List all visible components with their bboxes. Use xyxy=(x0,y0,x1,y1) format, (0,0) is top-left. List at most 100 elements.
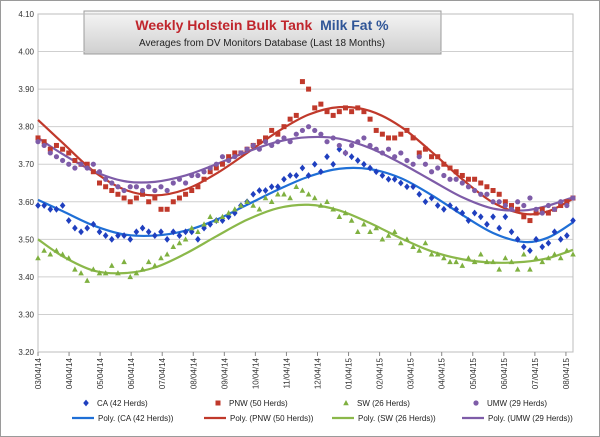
data-point xyxy=(557,255,564,261)
x-tick-label: 04/04/14 xyxy=(65,357,74,389)
data-point xyxy=(484,220,490,228)
data-point xyxy=(570,195,576,201)
data-point xyxy=(90,169,96,175)
data-point xyxy=(201,169,207,175)
chart-title-part2: Milk Fat % xyxy=(320,17,389,33)
data-point xyxy=(103,184,109,190)
title-box: Weekly Holstein Bulk Tank Milk Fat % Ave… xyxy=(83,10,442,55)
data-point xyxy=(164,187,170,194)
data-point xyxy=(182,228,189,236)
data-point xyxy=(410,243,416,250)
data-point xyxy=(293,172,300,179)
data-point xyxy=(361,221,367,227)
data-point xyxy=(41,202,47,209)
data-point xyxy=(441,255,447,261)
legend-label: CA (42 Herds) xyxy=(97,399,148,408)
data-point xyxy=(41,247,47,253)
data-point xyxy=(275,139,281,145)
data-point xyxy=(465,217,472,224)
data-point xyxy=(312,127,318,134)
data-point xyxy=(336,213,343,219)
data-point xyxy=(398,179,404,187)
data-point xyxy=(342,150,349,156)
data-point xyxy=(96,180,102,186)
data-point xyxy=(330,160,336,168)
data-point xyxy=(514,235,521,243)
data-point xyxy=(545,255,552,261)
data-point xyxy=(213,165,219,171)
data-point xyxy=(336,109,342,115)
data-point xyxy=(152,232,158,239)
data-point xyxy=(311,160,318,168)
data-point xyxy=(324,153,330,161)
data-point xyxy=(262,187,269,194)
data-point xyxy=(35,135,41,141)
data-point xyxy=(404,183,410,191)
data-point xyxy=(47,251,54,257)
data-point xyxy=(484,184,490,190)
data-point xyxy=(434,202,441,209)
data-point xyxy=(324,198,330,204)
data-point xyxy=(527,218,533,224)
data-point xyxy=(318,101,324,107)
data-point xyxy=(404,127,410,133)
data-point xyxy=(53,142,59,148)
data-point xyxy=(164,251,170,257)
data-point xyxy=(84,165,90,171)
data-point xyxy=(115,184,121,190)
data-point xyxy=(195,235,201,243)
data-point xyxy=(281,124,287,130)
data-point xyxy=(416,150,422,156)
data-point xyxy=(558,199,564,205)
data-point xyxy=(355,105,361,111)
data-point xyxy=(127,273,134,280)
x-tick-label: 12/04/14 xyxy=(313,357,322,389)
data-point xyxy=(545,202,552,209)
data-point xyxy=(201,176,207,182)
data-point xyxy=(269,142,275,149)
legend-label: UMW (29 Herds) xyxy=(487,399,547,408)
data-point xyxy=(349,109,355,115)
data-point xyxy=(490,199,496,205)
data-point xyxy=(299,127,306,134)
data-point xyxy=(324,109,330,115)
data-point xyxy=(515,206,521,212)
data-point xyxy=(453,169,459,175)
data-point xyxy=(361,109,367,115)
y-tick-label: 3.20 xyxy=(18,348,34,357)
legend-marker xyxy=(473,400,479,406)
data-point xyxy=(146,199,152,205)
data-point xyxy=(533,235,539,243)
data-point xyxy=(502,213,509,221)
trend-line xyxy=(37,135,574,212)
data-point xyxy=(564,232,570,239)
data-point xyxy=(225,213,232,221)
data-point xyxy=(96,169,103,175)
data-point xyxy=(244,146,250,152)
data-point xyxy=(146,184,152,190)
x-tick-label: 03/04/15 xyxy=(407,357,416,389)
data-point xyxy=(318,202,324,208)
legend-marker xyxy=(215,400,221,406)
data-point xyxy=(299,164,306,172)
data-point xyxy=(127,184,133,190)
data-point xyxy=(342,210,349,216)
x-tick-label: 05/04/15 xyxy=(469,357,478,389)
data-point xyxy=(472,187,478,194)
data-point xyxy=(133,195,139,201)
data-point xyxy=(65,217,72,224)
data-point xyxy=(515,199,521,205)
x-tick-label: 02/04/15 xyxy=(376,357,385,389)
data-point xyxy=(527,195,533,201)
data-point xyxy=(318,131,324,137)
data-point xyxy=(484,258,490,265)
data-point xyxy=(47,150,53,156)
data-point xyxy=(367,164,373,172)
data-point xyxy=(465,184,472,190)
data-point xyxy=(539,258,546,265)
data-point xyxy=(256,206,263,212)
data-point xyxy=(324,139,330,145)
data-point xyxy=(477,251,484,257)
data-point xyxy=(72,157,78,163)
data-point xyxy=(392,154,398,160)
